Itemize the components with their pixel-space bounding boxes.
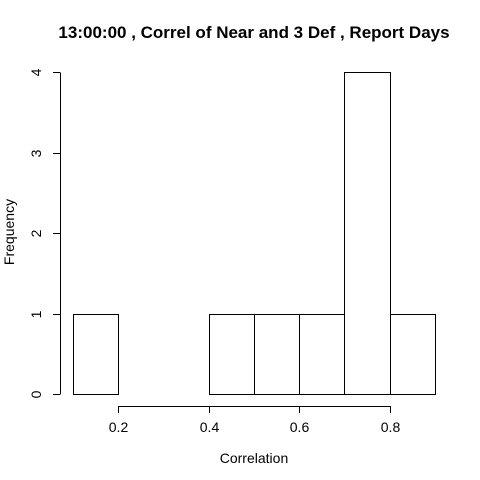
y-tick-label: 4: [28, 68, 44, 76]
y-tick-label: 3: [28, 149, 44, 157]
x-tick-label: 0.2: [109, 419, 129, 435]
histogram-bar: [255, 315, 300, 395]
histogram-bar: [210, 315, 255, 395]
histogram-bar: [345, 73, 391, 395]
y-tick-label: 2: [28, 229, 44, 237]
histogram-bar: [391, 315, 436, 395]
x-tick-label: 0.4: [200, 419, 220, 435]
histogram-bar: [300, 315, 345, 395]
x-axis: 0.2 0.4 0.6 0.8: [109, 406, 401, 435]
y-axis: 0 1 2 3 4: [28, 68, 61, 398]
chart-title: 13:00:00 , Correl of Near and 3 Def , Re…: [58, 23, 449, 42]
x-axis-label: Correlation: [220, 450, 288, 466]
x-tick-label: 0.8: [381, 419, 401, 435]
y-tick-label: 0: [28, 390, 44, 398]
y-tick-label: 1: [28, 310, 44, 318]
x-tick-label: 0.6: [290, 419, 310, 435]
histogram-bar: [74, 315, 119, 395]
y-axis-label: Frequency: [1, 199, 17, 265]
bars-group: [74, 73, 436, 395]
